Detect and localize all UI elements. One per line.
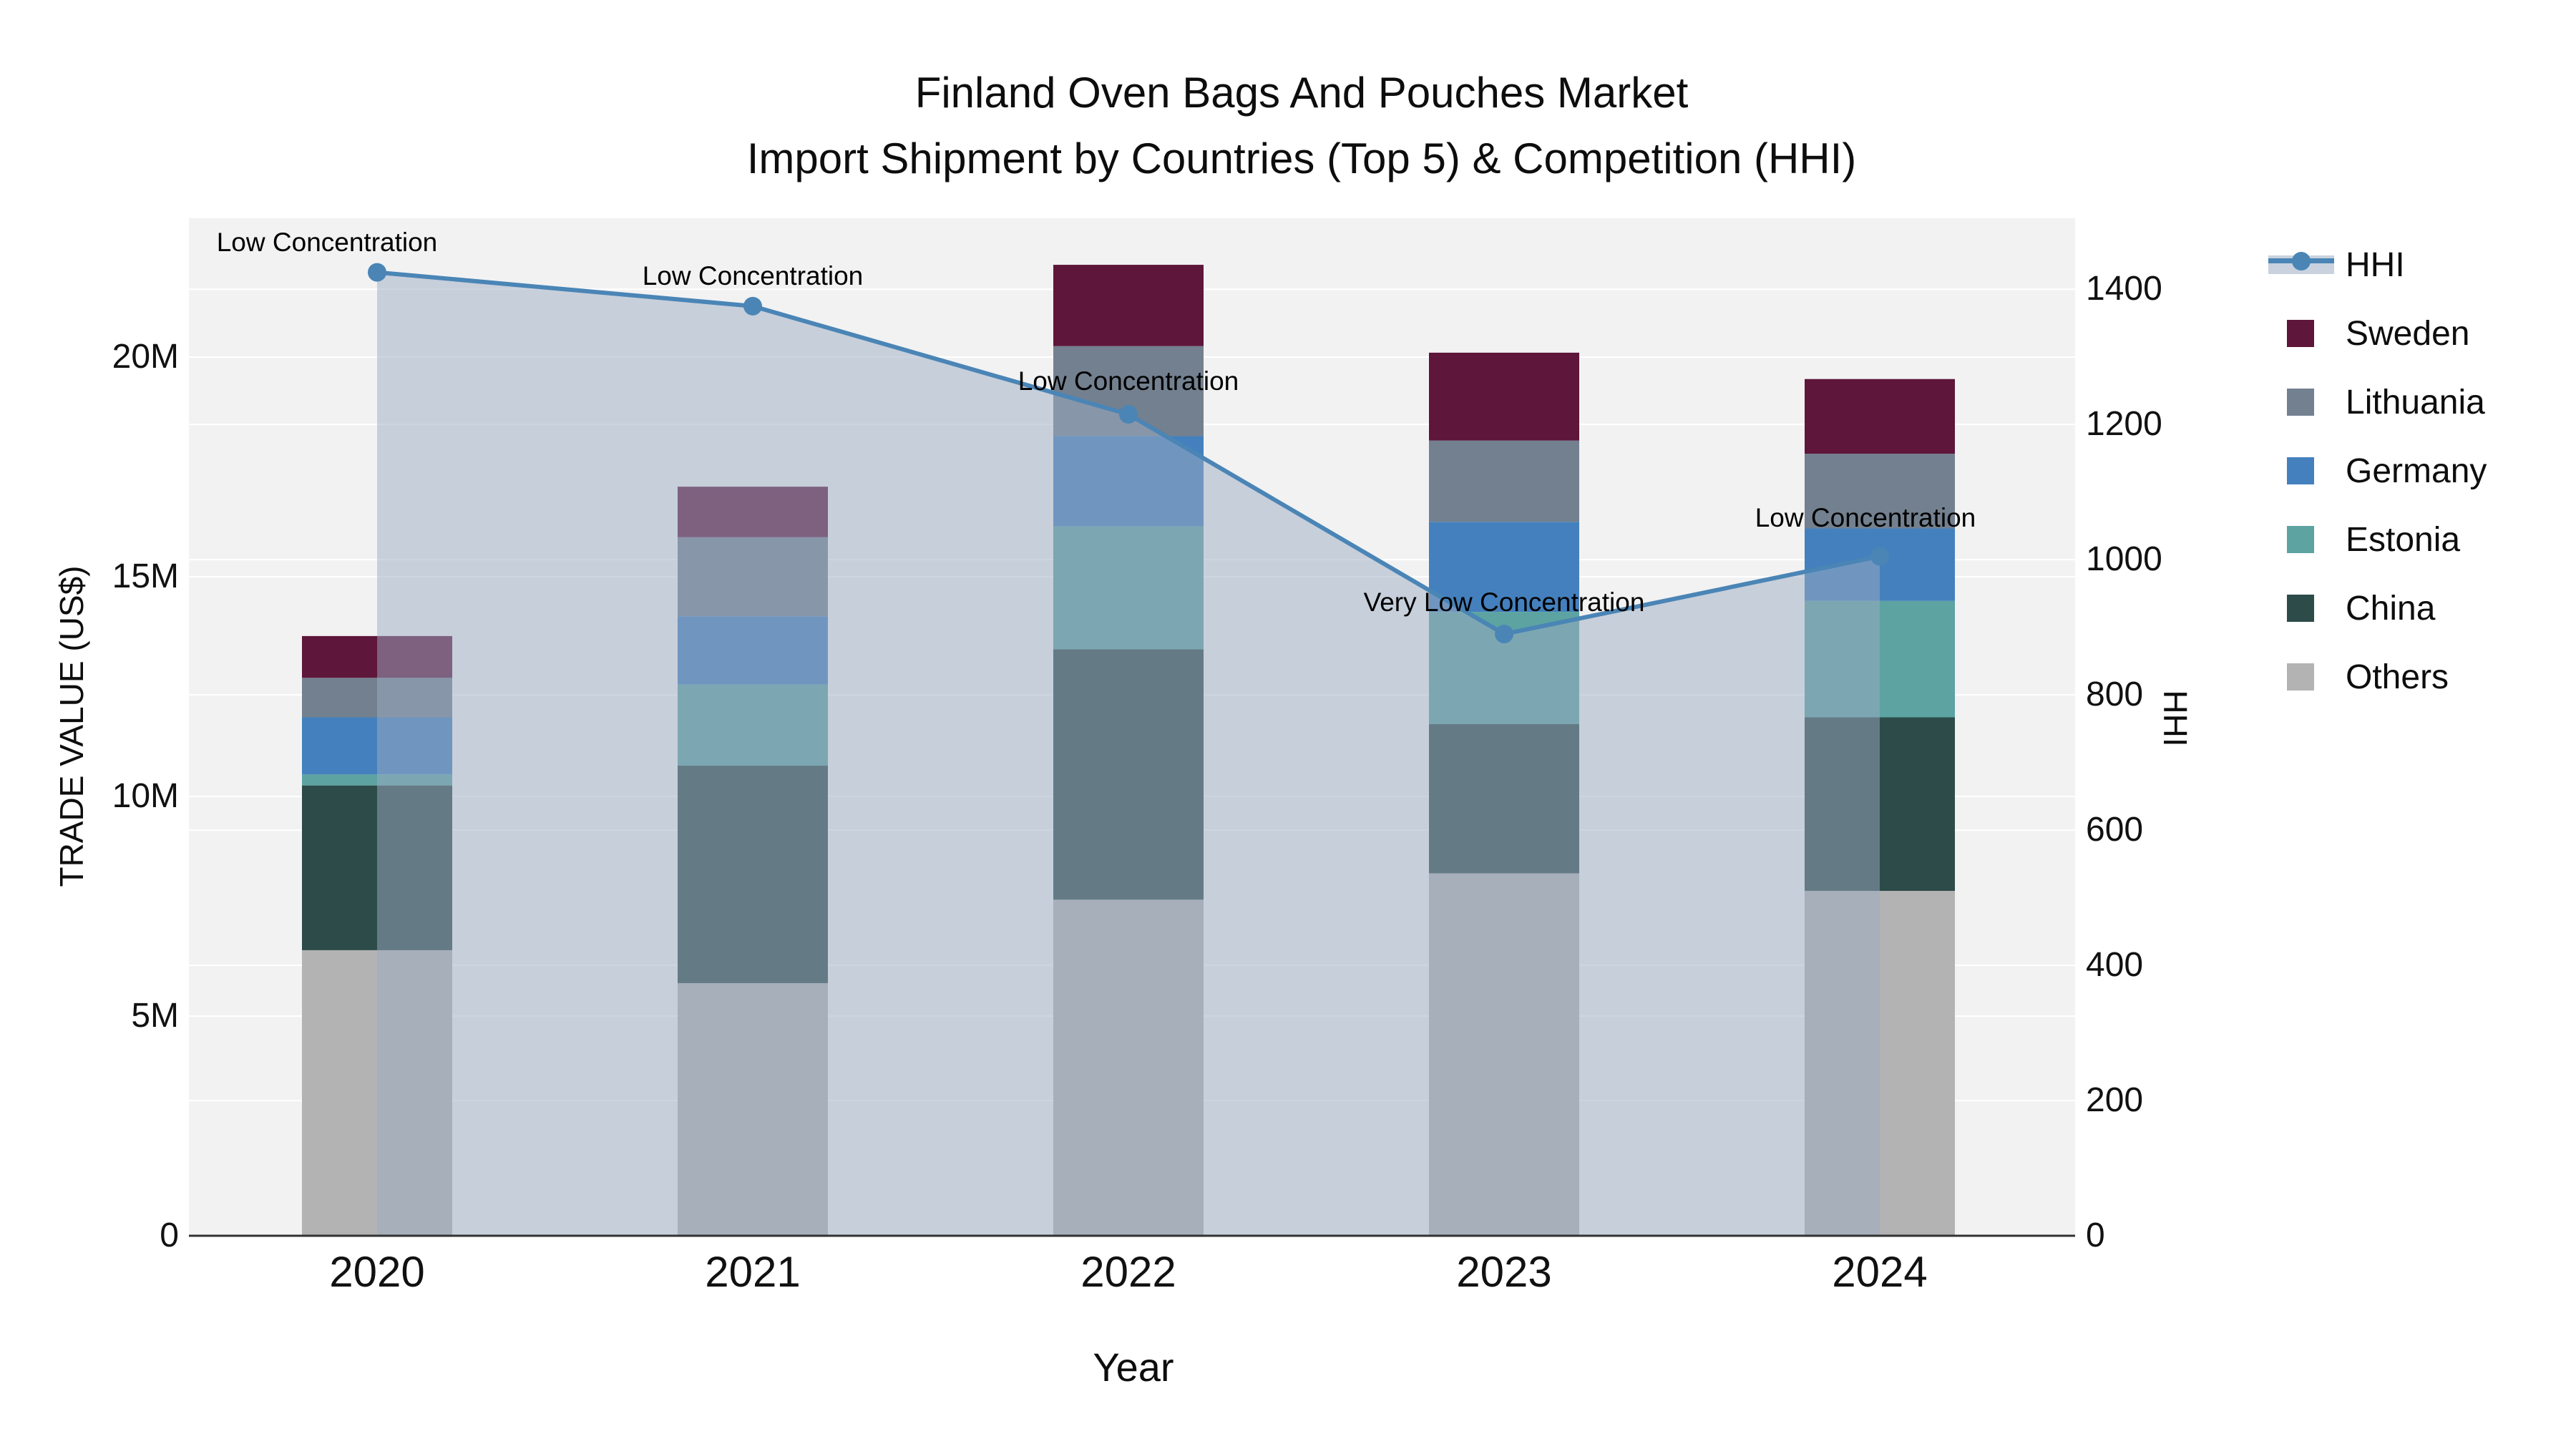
legend-item-sweden[interactable]: Sweden xyxy=(2268,299,2487,368)
hhi-marker-2022[interactable] xyxy=(1119,405,1138,424)
hhi-marker-2020[interactable] xyxy=(368,263,386,282)
annotation-2023: Very Low Concentration xyxy=(1363,587,1645,618)
chart-title-line1: Finland Oven Bags And Pouches Market xyxy=(914,69,1689,117)
legend-item-estonia[interactable]: Estonia xyxy=(2268,505,2487,574)
legend-swatch-others xyxy=(2287,663,2314,691)
legend-item-hhi[interactable]: HHI xyxy=(2268,230,2487,299)
y-right-tick-1200: 1200 xyxy=(2086,405,2162,444)
hhi-marker-2023[interactable] xyxy=(1495,625,1513,644)
legend-hhi-marker-icon xyxy=(2292,252,2311,270)
y-left-tick-0: 0 xyxy=(160,1216,179,1254)
legend-swatch-germany xyxy=(2287,457,2314,484)
chart-title-line2: Import Shipment by Countries (Top 5) & C… xyxy=(746,135,1857,182)
bar-segment-sweden-2024[interactable] xyxy=(1805,379,1955,454)
legend-swatch-sweden xyxy=(2287,320,2314,347)
legend-item-others[interactable]: Others xyxy=(2268,643,2487,711)
legend-label-china: China xyxy=(2346,589,2436,628)
x-tick-2020: 2020 xyxy=(329,1248,425,1296)
annotation-2021: Low Concentration xyxy=(642,260,864,291)
hhi-marker-2024[interactable] xyxy=(1870,547,1889,566)
legend: HHI Sweden Lithuania Germany Estonia China Oth… xyxy=(2268,230,2487,711)
annotation-2024: Low Concentration xyxy=(1755,503,1976,533)
legend-swatch-lithuania xyxy=(2287,389,2314,416)
legend-label-lithuania: Lithuania xyxy=(2346,383,2485,421)
legend-swatch-china xyxy=(2287,595,2314,622)
y-right-tick-400: 400 xyxy=(2086,946,2144,985)
legend-label-estonia: Estonia xyxy=(2346,520,2461,559)
legend-item-china[interactable]: China xyxy=(2268,574,2487,643)
x-tick-2022: 2022 xyxy=(1080,1248,1176,1296)
annotation-2022: Low Concentration xyxy=(1018,366,1239,396)
x-tick-2024: 2024 xyxy=(1832,1248,1928,1296)
y-left-tick-15M: 15M xyxy=(112,557,179,595)
y-right-tick-1400: 1400 xyxy=(2086,270,2162,308)
bar-segment-germany-2023[interactable] xyxy=(1429,522,1579,613)
annotation-2020: Low Concentration xyxy=(216,227,438,257)
y-axis-title-left: TRADE VALUE (US$) xyxy=(53,565,90,887)
bar-segment-lithuania-2023[interactable] xyxy=(1429,440,1579,522)
y-right-tick-0: 0 xyxy=(2086,1216,2105,1254)
x-tick-2021: 2021 xyxy=(705,1248,801,1296)
y-right-tick-200: 200 xyxy=(2086,1081,2144,1120)
y-axis-title-right: HHI xyxy=(2157,690,2194,747)
bar-segment-lithuania-2024[interactable] xyxy=(1805,454,1955,529)
y-right-tick-1000: 1000 xyxy=(2086,540,2162,579)
y-left-tick-10M: 10M xyxy=(112,777,179,815)
bar-segment-sweden-2022[interactable] xyxy=(1053,265,1204,346)
legend-label-others: Others xyxy=(2346,658,2449,696)
legend-item-lithuania[interactable]: Lithuania xyxy=(2268,368,2487,436)
legend-hhi-line-swatch xyxy=(2268,252,2334,274)
legend-label-germany: Germany xyxy=(2346,452,2487,490)
x-tick-2023: 2023 xyxy=(1456,1248,1552,1296)
bar-segment-sweden-2023[interactable] xyxy=(1429,352,1579,441)
legend-item-germany[interactable]: Germany xyxy=(2268,436,2487,505)
legend-label-sweden: Sweden xyxy=(2346,314,2470,353)
y-right-tick-800: 800 xyxy=(2086,675,2144,714)
x-axis-title: Year xyxy=(1093,1345,1174,1390)
chart-title: Finland Oven Bags And Pouches Market Imp… xyxy=(228,60,2375,192)
hhi-marker-2021[interactable] xyxy=(743,296,762,316)
legend-label-hhi: HHI xyxy=(2346,245,2405,284)
y-right-tick-600: 600 xyxy=(2086,811,2144,849)
y-left-tick-5M: 5M xyxy=(131,997,179,1035)
hhi-area-fill xyxy=(377,272,1880,1236)
y-left-tick-20M: 20M xyxy=(112,338,179,376)
legend-swatch-estonia xyxy=(2287,526,2314,553)
